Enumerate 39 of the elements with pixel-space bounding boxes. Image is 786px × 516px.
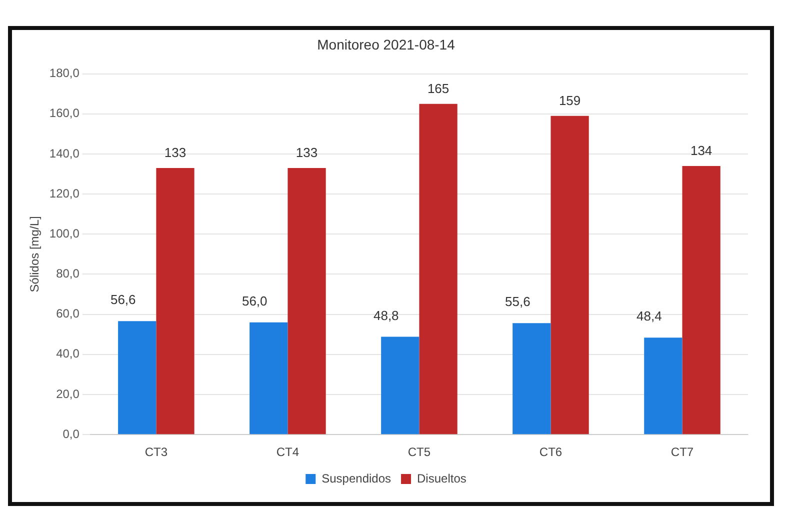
- y-tick-label: 160,0: [49, 106, 80, 120]
- bar: [644, 338, 682, 434]
- legend-label: Suspendidos: [322, 471, 392, 486]
- y-tick-label: 60,0: [56, 306, 80, 321]
- data-label: 133: [164, 145, 186, 160]
- data-label: 133: [296, 145, 318, 160]
- data-label: 165: [427, 80, 450, 96]
- y-tick-label: 20,0: [56, 386, 80, 401]
- x-tick-label: CT5: [408, 445, 431, 460]
- bar: [381, 336, 420, 434]
- y-tick-label: 0,0: [62, 426, 80, 441]
- x-tick-label: CT4: [276, 445, 300, 460]
- legend-label: Disueltos: [417, 471, 466, 486]
- y-axis-title: Sólidos [mg/L]: [28, 216, 42, 292]
- bar: [682, 166, 720, 434]
- bar: [250, 322, 288, 434]
- bar: [550, 116, 589, 434]
- chart-title: Monitoreo 2021-08-14: [317, 36, 456, 52]
- data-label: 48,4: [636, 308, 662, 324]
- bar: [156, 168, 194, 434]
- x-tick-label: CT6: [539, 445, 562, 460]
- data-label: 56,0: [242, 293, 268, 308]
- bar: [419, 104, 458, 434]
- x-tick-label: CT7: [670, 445, 694, 460]
- y-tick-label: 140,0: [49, 146, 80, 160]
- bar: [288, 168, 326, 434]
- y-tick-label: 120,0: [49, 186, 80, 200]
- y-tick-label: 100,0: [49, 226, 80, 240]
- data-label: 159: [558, 92, 581, 108]
- data-label: 56,6: [110, 292, 136, 308]
- y-tick-label: 180,0: [49, 66, 80, 80]
- y-tick-label: 80,0: [56, 266, 80, 281]
- data-label: 55,6: [505, 294, 530, 310]
- bar: [512, 323, 551, 434]
- y-tick-label: 40,0: [56, 346, 80, 361]
- x-tick-label: CT3: [144, 445, 168, 460]
- data-label: 48,8: [373, 308, 399, 323]
- bar: [118, 321, 156, 434]
- data-label: 134: [690, 143, 712, 158]
